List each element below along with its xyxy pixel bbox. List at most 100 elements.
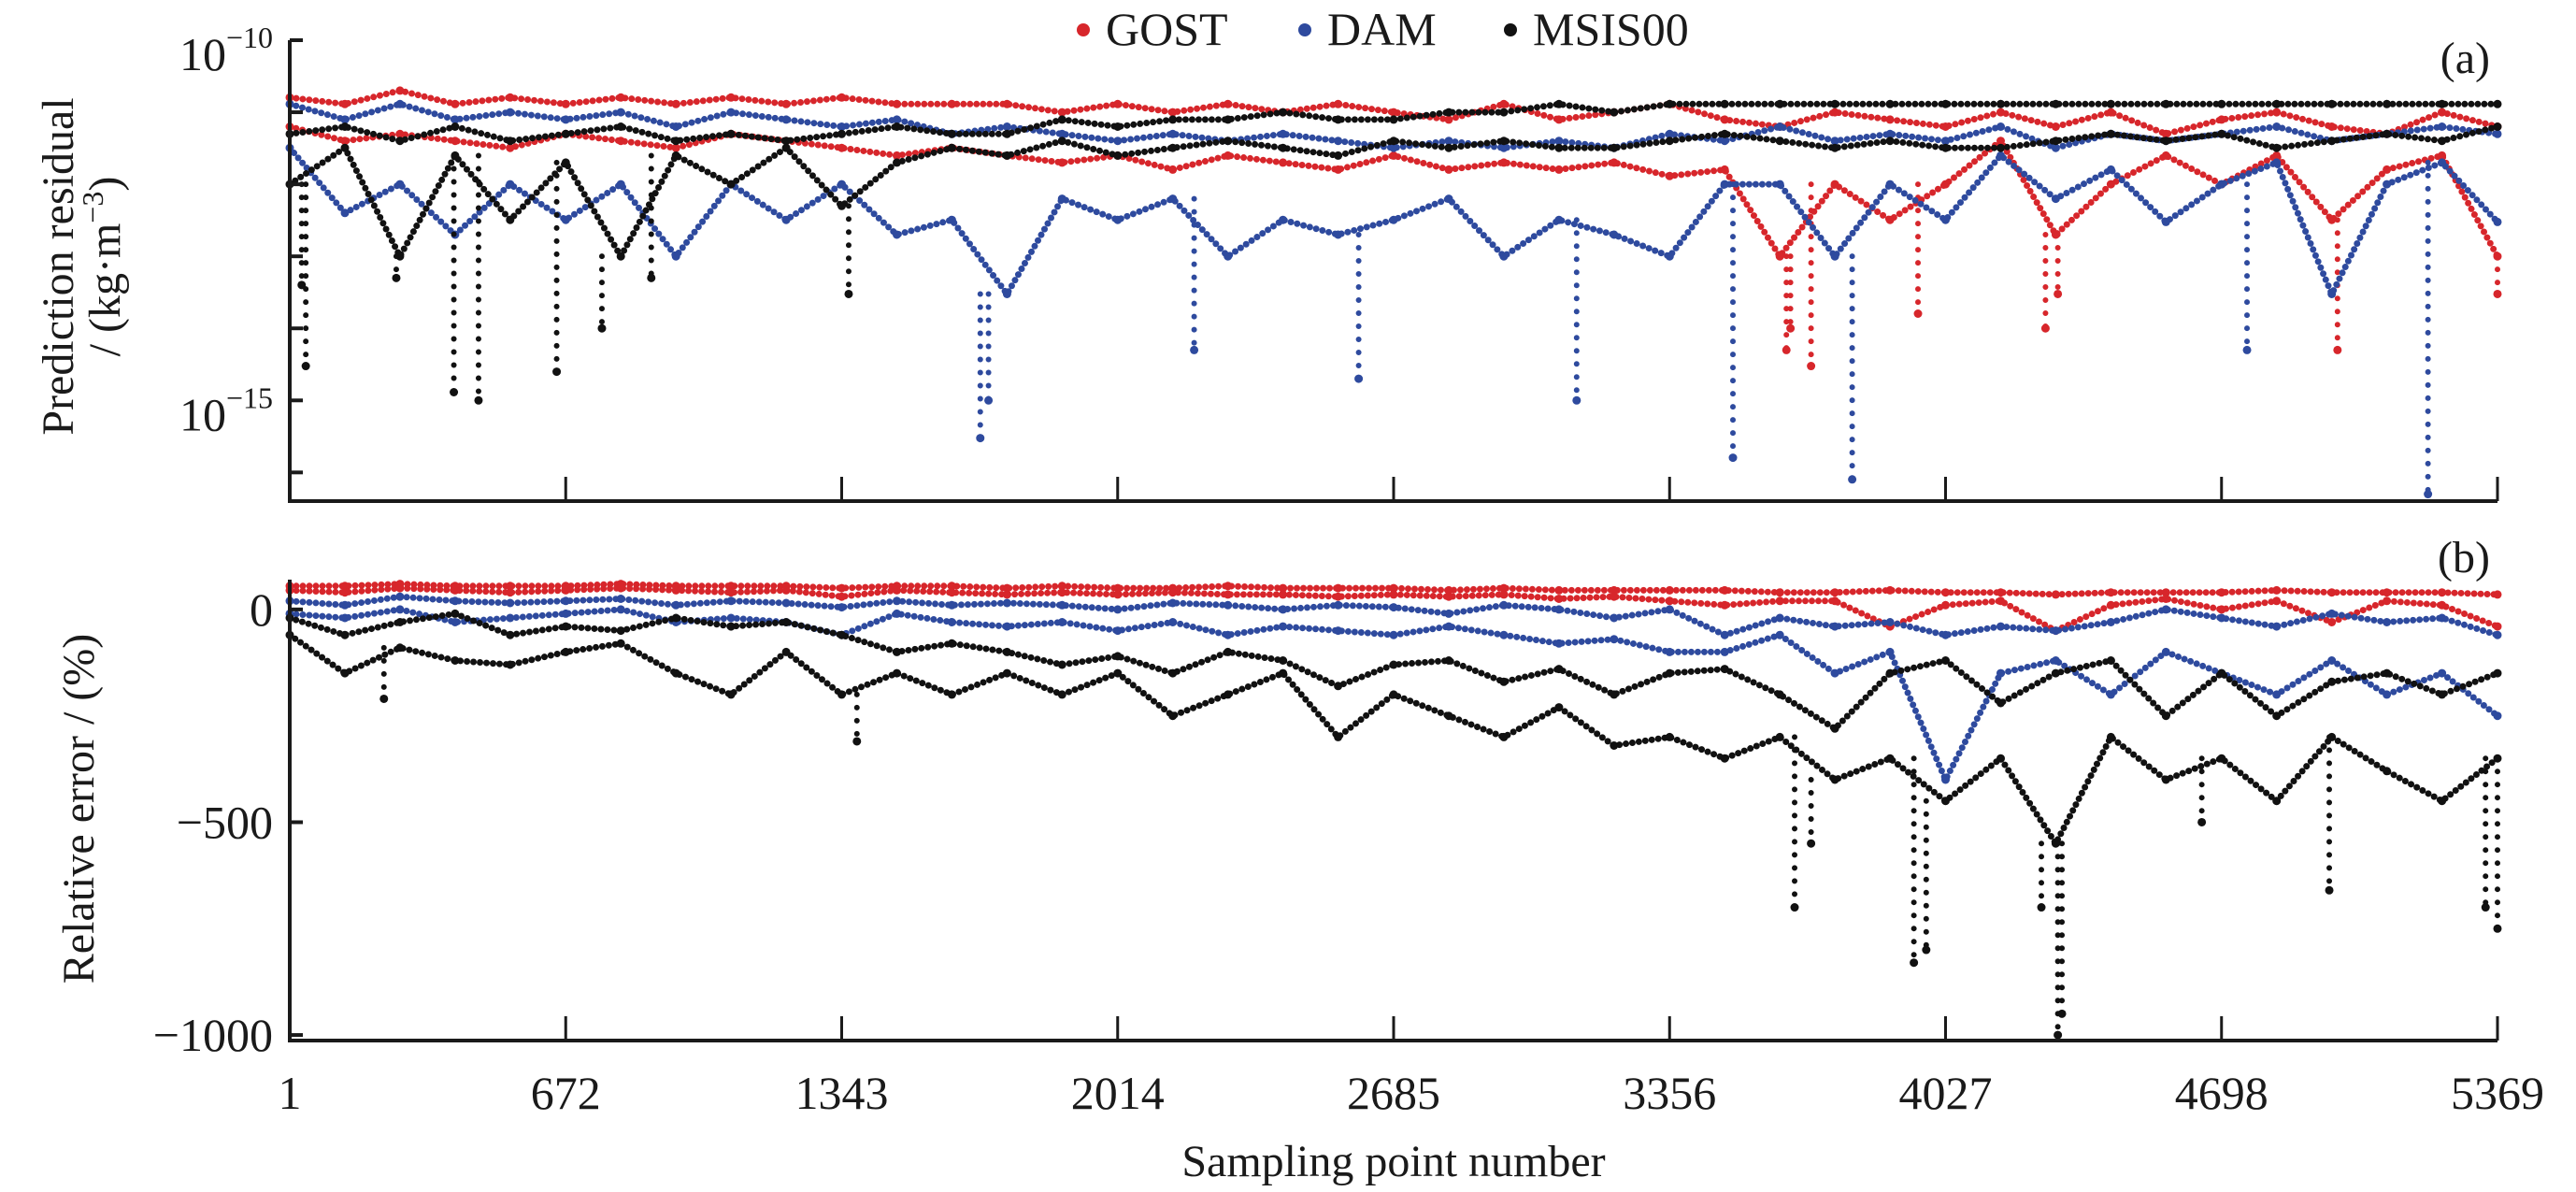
dam-point: [947, 215, 956, 224]
dam-point: [1996, 122, 2005, 131]
gost-point: [2106, 180, 2115, 189]
dam-point: [1830, 251, 1839, 261]
gost-point: [1720, 585, 1729, 595]
gost-point: [947, 582, 956, 591]
gost-point: [2272, 596, 2282, 606]
dam-point: [2493, 129, 2502, 138]
y-tick-label-exponent: −15: [226, 381, 273, 414]
dam-point: [781, 598, 791, 608]
msis00-point: [1002, 151, 1011, 160]
msis00-point: [781, 647, 791, 656]
x-tick-label: 5369: [2451, 1067, 2544, 1119]
dam-point: [1941, 775, 1950, 784]
msis00-point: [561, 158, 570, 167]
msis00-outlier-point: [647, 273, 656, 282]
dam-point: [1168, 129, 1178, 138]
gost-point: [1499, 590, 1509, 599]
gost-point: [1279, 583, 1288, 593]
msis00-point: [1057, 660, 1066, 669]
dam-point: [1720, 180, 1729, 189]
msis00-point: [2161, 136, 2170, 146]
msis00-point: [1057, 115, 1066, 124]
msis00-point: [781, 136, 791, 146]
gost-point: [395, 129, 405, 138]
dam-point: [340, 208, 350, 218]
msis00-point: [1499, 677, 1509, 686]
gost-point: [1113, 99, 1123, 108]
msis00-outlier-point: [392, 273, 401, 282]
panel-a-x-ticks: [288, 477, 2499, 501]
gost-point: [506, 582, 515, 591]
gost-point: [561, 99, 570, 108]
msis00-point: [1334, 732, 1343, 741]
gost-point: [616, 136, 625, 146]
gost-point: [1499, 583, 1509, 593]
msis00-point: [340, 143, 350, 152]
gost-point: [1334, 583, 1343, 593]
y-tick-label-exponent: −10: [226, 21, 273, 54]
gost-point: [1830, 108, 1839, 117]
dam-point: [893, 609, 901, 618]
dam-point: [1610, 230, 1619, 239]
gost-point: [2217, 605, 2226, 614]
dam-point: [781, 215, 791, 224]
dam-point: [1665, 647, 1674, 656]
msis00-point: [1279, 143, 1288, 152]
legend-label-msis00: MSIS00: [1533, 3, 1689, 55]
dam-point: [2161, 647, 2170, 656]
dam-point: [451, 115, 460, 124]
dam-point: [340, 115, 350, 124]
dam-point: [1775, 180, 1784, 189]
gost-outlier-point: [2040, 323, 2050, 333]
panel-b-y-ticks: 0 −500 −1000: [153, 583, 303, 1061]
dam-point: [1057, 600, 1066, 610]
msis00-point: [506, 215, 515, 224]
gost-point: [2493, 622, 2502, 631]
msis00-outlier-point: [1910, 958, 1919, 968]
dam-point: [2272, 158, 2282, 167]
dam-point: [506, 108, 515, 117]
msis00-point: [2327, 99, 2337, 108]
dam-point: [1334, 230, 1343, 239]
dam-point: [506, 180, 515, 189]
msis00-point: [2217, 129, 2226, 138]
gost-point: [2161, 129, 2170, 138]
dam-point: [893, 115, 901, 124]
gost-point: [1941, 588, 1950, 597]
dam-point: [2383, 618, 2392, 626]
dam-point: [1002, 598, 1011, 608]
msis00-point: [1499, 108, 1509, 117]
dam-point: [2161, 605, 2170, 614]
msis00-outlier-point: [2054, 1030, 2063, 1040]
msis00-point: [2272, 99, 2282, 108]
gost-point: [1830, 588, 1839, 597]
msis00-point: [1775, 732, 1784, 741]
dam-point: [1830, 622, 1839, 631]
dam-point: [1002, 622, 1011, 631]
msis00-point: [947, 639, 956, 648]
msis00-point: [671, 151, 680, 160]
gost-point: [1057, 158, 1066, 167]
gost-point: [340, 588, 350, 597]
gost-point: [1554, 585, 1564, 595]
msis00-point: [340, 668, 350, 678]
dam-point: [837, 122, 846, 131]
dam-point: [561, 609, 570, 618]
dam-outlier-point: [1728, 453, 1738, 463]
gost-outlier-point: [2333, 345, 2342, 354]
gost-point: [1279, 590, 1288, 599]
gost-outlier-point: [2054, 289, 2063, 298]
gost-point: [2438, 108, 2447, 117]
dam-point: [1334, 600, 1343, 610]
gost-point: [1389, 590, 1398, 599]
gost-point: [451, 136, 460, 146]
gost-point: [1389, 583, 1398, 593]
dam-point: [2106, 618, 2115, 626]
dam-point: [1279, 215, 1288, 224]
gost-point: [1444, 585, 1453, 595]
msis00-outlier-point: [552, 367, 562, 377]
x-tick-label: 2685: [1347, 1067, 1440, 1119]
gost-point: [1941, 122, 1950, 131]
dam-point: [1224, 600, 1233, 610]
msis00-point: [1002, 647, 1011, 656]
